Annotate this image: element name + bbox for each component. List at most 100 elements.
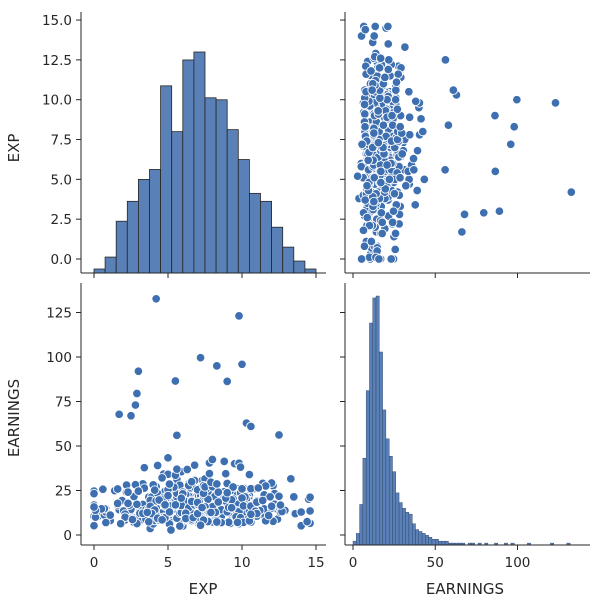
- scatter-point: [370, 21, 380, 32]
- y-tick-label: 50: [55, 439, 72, 455]
- scatter-point: [132, 499, 142, 510]
- left-col-xlabel: EXP: [189, 580, 218, 598]
- scatter-point: [265, 492, 275, 502]
- x-tick-label: 100: [505, 555, 531, 571]
- scatter-point: [246, 509, 256, 520]
- exp-hist-bar: [282, 246, 295, 274]
- scatter-point: [206, 507, 216, 518]
- scatter-point: [376, 177, 386, 188]
- y-tick-label: 12.5: [42, 53, 72, 69]
- scatter-point: [400, 42, 410, 52]
- y-tick-label: 15.0: [42, 13, 72, 29]
- scatter-point: [377, 217, 387, 228]
- scatter-point: [401, 180, 411, 191]
- scatter-point: [416, 114, 426, 124]
- scatter-point: [359, 241, 370, 252]
- earnings-hist-bar: [356, 533, 360, 546]
- scatter-point: [419, 174, 430, 185]
- exp-hist-bar: [171, 131, 184, 274]
- earnings-hist-bar: [379, 351, 383, 546]
- scatter-point: [244, 469, 255, 480]
- x-tick-label: 10: [233, 555, 250, 571]
- scatter-point: [390, 94, 401, 105]
- scatter-point: [506, 139, 516, 150]
- scatter-point: [123, 487, 133, 497]
- scatter-point: [157, 473, 167, 483]
- scatter-point: [448, 85, 459, 95]
- y-tick-label: 0: [63, 528, 72, 544]
- scatter-point: [195, 520, 206, 530]
- scatter-point: [388, 206, 399, 216]
- earnings-hist-bar: [359, 504, 364, 546]
- earnings-hist-bar: [362, 457, 367, 546]
- scatter-point: [383, 64, 394, 75]
- scatter-point: [142, 507, 153, 518]
- exp-hist-bar: [215, 99, 228, 274]
- scatter-point: [410, 200, 420, 210]
- scatter-point: [440, 165, 450, 175]
- scatter-point: [408, 153, 419, 164]
- exp-hist-bar: [93, 268, 106, 274]
- scatter-point: [366, 236, 377, 247]
- scatter-point: [114, 409, 124, 420]
- scatter-point: [112, 484, 123, 494]
- scatter-point: [220, 468, 231, 479]
- scatter-point: [105, 510, 116, 520]
- scatter-point: [380, 72, 390, 83]
- scatter-point: [494, 206, 505, 216]
- scatter-point: [130, 400, 141, 410]
- scatter-point: [305, 492, 315, 503]
- earnings-hist-bar: [405, 511, 410, 546]
- y-tick-label: 75: [55, 395, 72, 411]
- scatter-point: [98, 484, 108, 495]
- scatter-point: [123, 498, 133, 509]
- scatter-point: [263, 510, 274, 521]
- scatter-point: [418, 126, 428, 137]
- scatter-point: [369, 31, 379, 41]
- scatter-point: [412, 145, 423, 156]
- scatter-point: [369, 173, 380, 183]
- histogram-exp-panel: [93, 51, 317, 274]
- earnings-hist-bar: [412, 523, 416, 546]
- scatter-point: [289, 492, 299, 502]
- exp-hist-bar: [226, 129, 239, 274]
- earnings-hist-bar: [395, 492, 400, 546]
- scatter-point: [232, 517, 243, 528]
- scatter-point: [172, 430, 182, 441]
- earnings-hist-bar: [435, 539, 439, 546]
- scatter-point: [490, 110, 500, 121]
- scatter-point: [302, 516, 312, 527]
- scatter-point: [443, 120, 454, 130]
- scatter-point: [352, 171, 363, 181]
- scatter-point: [160, 500, 170, 510]
- scatter-point: [213, 497, 224, 507]
- scatter-point: [390, 228, 401, 239]
- scatter-point: [566, 187, 577, 197]
- scatter-exp-vs-earnings-panel: [89, 294, 315, 535]
- scatter-point: [126, 410, 136, 421]
- exp-hist-bar: [193, 51, 206, 274]
- scatter-point: [166, 525, 176, 535]
- scatter-point: [89, 520, 99, 531]
- scatter-point: [490, 166, 501, 177]
- scatter-point: [374, 254, 384, 264]
- scatter-point: [253, 483, 264, 493]
- histogram-earnings-panel: [352, 295, 571, 546]
- earnings-hist-bar: [421, 533, 426, 546]
- scatter-point: [246, 421, 256, 432]
- earnings-hist-bar: [375, 295, 380, 546]
- scatter-point: [226, 503, 237, 513]
- exp-hist-bar: [293, 260, 306, 274]
- exp-hist-bar: [248, 192, 261, 274]
- scatter-point: [378, 120, 389, 130]
- exp-hist-bar: [104, 256, 117, 274]
- scatter-point: [296, 507, 306, 517]
- exp-hist-bar: [271, 226, 284, 274]
- scatter-point: [175, 521, 185, 531]
- scatter-point: [195, 352, 206, 363]
- earnings-hist-bar: [369, 322, 373, 546]
- scatter-point: [219, 456, 229, 467]
- scatter-point: [380, 184, 391, 194]
- scatter-point: [383, 39, 393, 49]
